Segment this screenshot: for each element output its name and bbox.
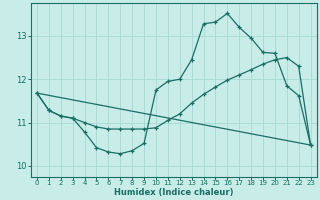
X-axis label: Humidex (Indice chaleur): Humidex (Indice chaleur) xyxy=(114,188,234,197)
